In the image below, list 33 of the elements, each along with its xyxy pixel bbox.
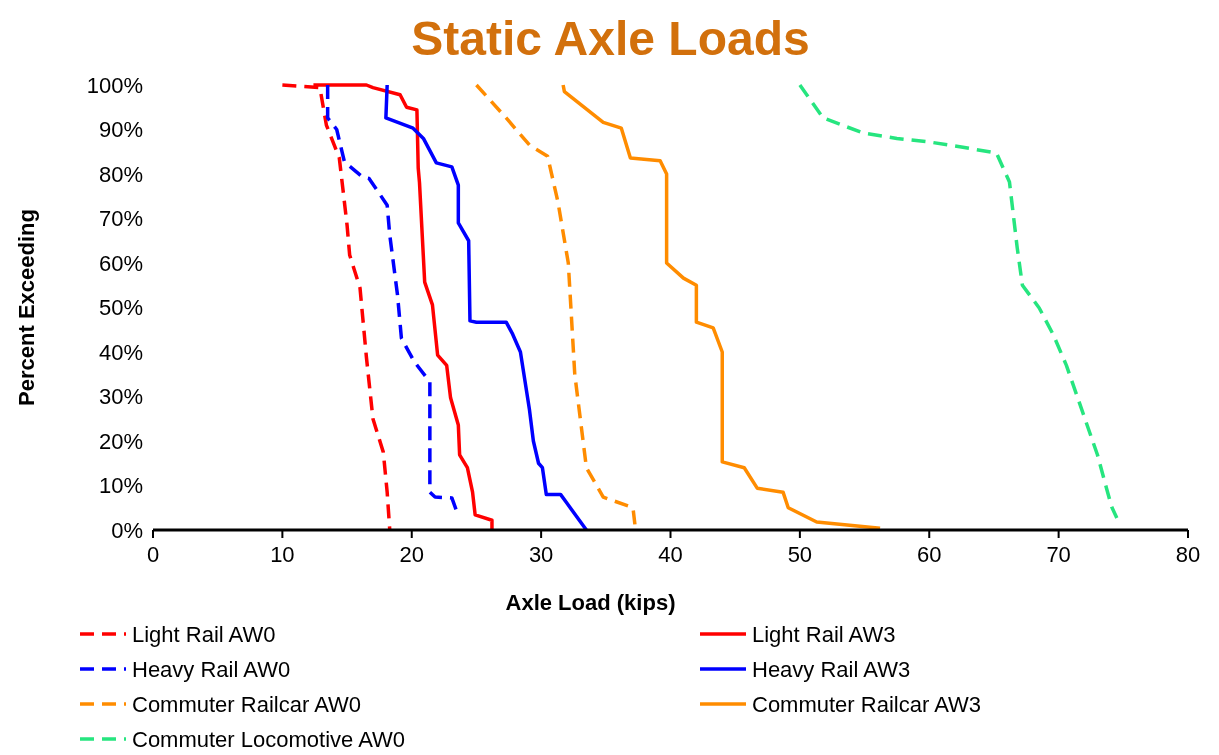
legend-label: Heavy Rail AW3 [752, 656, 911, 682]
x-tick-label: 80 [1175, 542, 1201, 567]
legend-label: Commuter Railcar AW3 [752, 691, 982, 717]
line-series [384, 83, 589, 532]
x-tick-label: 40 [658, 542, 683, 567]
x-tick-label: 0 [146, 542, 160, 567]
legend-label: Heavy Rail AW0 [132, 656, 291, 682]
y-tick-label: 10% [98, 473, 143, 499]
y-tick-label: 40% [98, 339, 143, 365]
line-series [798, 83, 1119, 520]
y-tick-label: 80% [98, 161, 143, 187]
x-tick-label: 70 [1046, 542, 1071, 567]
y-tick-label: 70% [98, 206, 143, 232]
y-tick-label: 60% [98, 250, 143, 276]
y-tick-label: 20% [98, 428, 143, 454]
y-tick-label: 0% [111, 517, 143, 543]
legend-label: Commuter Railcar AW0 [132, 691, 362, 717]
x-tick-label: 30 [528, 542, 554, 567]
chart-title: Static Axle Loads [411, 12, 810, 65]
line-series [561, 83, 882, 530]
x-axis-title: Axle Load (kips) [505, 590, 676, 615]
legend-label: Light Rail AW0 [132, 621, 276, 647]
legend-label: Light Rail AW3 [752, 621, 896, 647]
y-tick-label: 50% [98, 295, 143, 321]
y-tick-label: 90% [98, 117, 143, 143]
x-tick-label: 20 [399, 542, 424, 567]
legend-label: Commuter Locomotive AW0 [132, 726, 406, 752]
y-tick-label: 100% [86, 72, 143, 98]
x-tick-label: 50 [787, 542, 813, 567]
y-tick-label: 30% [98, 384, 143, 410]
x-tick-label: 10 [270, 542, 295, 567]
x-tick-label: 60 [917, 542, 942, 567]
y-axis-title: Percent Exceeding [14, 209, 39, 406]
